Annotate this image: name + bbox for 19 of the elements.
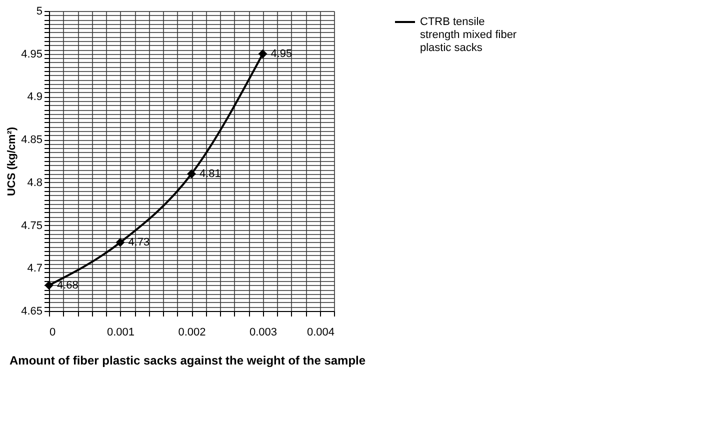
y-tick-label: 5: [36, 6, 42, 18]
y-tick-label: 4.85: [21, 134, 42, 146]
x-tick-label: 0: [50, 326, 56, 338]
x-tick-label: 0.003: [249, 326, 278, 338]
point: [116, 238, 125, 247]
x-axis-title: Amount of fiber plastic sacks against the weight of the sample: [10, 354, 366, 368]
y-tick-label: 4.9: [27, 91, 42, 104]
x-tick-label: 0.004: [306, 326, 334, 338]
x-tick-label: 0.001: [106, 326, 135, 338]
y-tick-label: 4.95: [21, 48, 42, 60]
point: [258, 49, 268, 58]
y-axis-title: UCS (kg/cm²): [6, 126, 18, 196]
legend-label: CTRB tensile strength mixed fiber plastic sacks: [420, 16, 517, 54]
x-tick-label: 0.002: [178, 326, 206, 338]
y-tick-label: 4.8: [27, 176, 42, 189]
y-tick-label: 4.75: [21, 220, 42, 232]
point: [187, 169, 196, 178]
y-tick-label: 4.7: [27, 262, 42, 275]
y-tick-label: 4.65: [21, 306, 42, 318]
